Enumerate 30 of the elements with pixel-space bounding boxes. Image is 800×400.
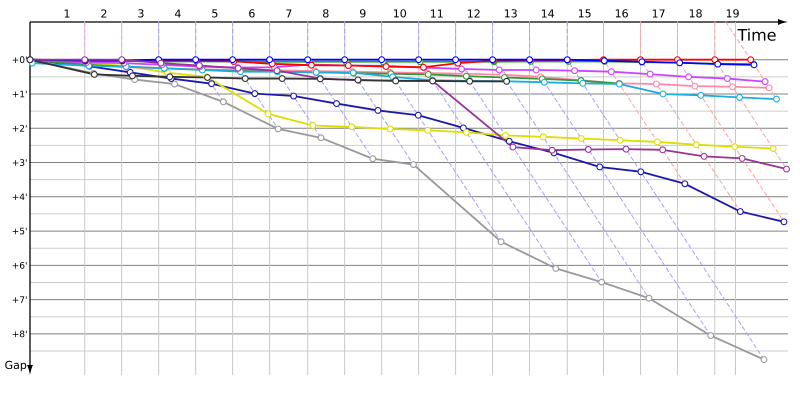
x-tick-label: 17 xyxy=(652,9,665,18)
y-tick-label: +1' xyxy=(12,90,27,98)
y-tick-label: +7' xyxy=(12,296,27,303)
x-tick-label: 8 xyxy=(323,9,329,18)
y-tick-label: +2' xyxy=(12,124,27,132)
y-tick-label: +8' xyxy=(12,330,27,338)
x-tick-label: 12 xyxy=(468,9,480,18)
y-tick-label: +3' xyxy=(12,159,27,166)
x-tick-label: 15 xyxy=(578,9,591,18)
x-tick-label: 9 xyxy=(360,9,366,18)
x-tick-label: 16 xyxy=(616,9,628,18)
y-tick-label: +6' xyxy=(12,262,27,269)
x-tick-label: 14 xyxy=(542,9,554,18)
x-tick-label: 2 xyxy=(101,9,106,18)
x-tick-label: 6 xyxy=(249,9,255,18)
x-tick-label: 11 xyxy=(430,9,443,18)
x-tick-label: 13 xyxy=(504,9,517,18)
x-axis-title: Time xyxy=(737,28,776,41)
x-tick-label: 18 xyxy=(690,9,702,18)
x-tick-label: 5 xyxy=(212,9,218,18)
y-tick-label: +5' xyxy=(12,228,27,234)
x-tick-label: 10 xyxy=(394,9,406,18)
x-tick-label: 1 xyxy=(64,9,70,18)
x-tick-label: 7 xyxy=(286,9,292,18)
x-tick-label: 3 xyxy=(138,9,144,18)
x-tick-label: 4 xyxy=(174,9,181,18)
x-tick-label: 19 xyxy=(726,9,739,18)
y-tick-label: +4' xyxy=(12,194,27,200)
y-axis-title: Gap xyxy=(5,360,26,372)
y-tick-label: +0' xyxy=(12,56,27,64)
